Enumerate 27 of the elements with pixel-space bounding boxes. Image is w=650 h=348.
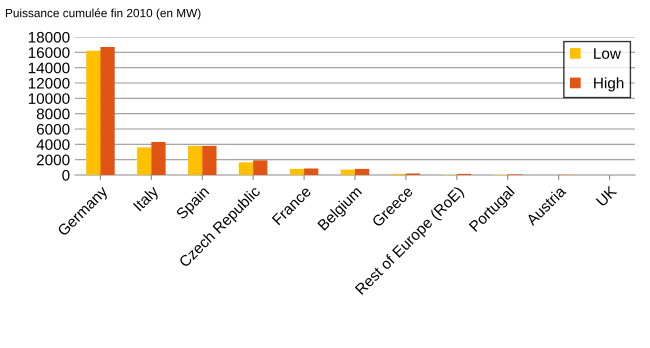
y-tick-label: 10000 [28, 93, 70, 104]
chart-title: Puissance cumulée fin 2010 (en MW) [6, 8, 200, 20]
y-tick-label: 4000 [36, 139, 70, 150]
y-tick-label: 6000 [36, 124, 70, 135]
legend-label: High [594, 77, 624, 92]
bar [100, 46, 115, 175]
legend-label: Low [594, 48, 621, 59]
bar [290, 168, 304, 175]
y-tick-label: 2000 [36, 154, 70, 166]
y-tick-label: 0 [62, 170, 70, 181]
bar [188, 146, 202, 175]
bar [304, 168, 318, 175]
y-tick-label: 18000 [28, 32, 70, 43]
y-tick-label: 8000 [36, 108, 70, 120]
bar [238, 162, 254, 175]
y-tick-label: 12000 [28, 78, 70, 89]
y-tick-label: 16000 [28, 47, 70, 58]
bar [151, 142, 166, 175]
bar [355, 168, 370, 175]
bar [86, 50, 100, 175]
y-tick-label: 14000 [28, 62, 70, 74]
bar [253, 160, 268, 175]
bar [137, 147, 152, 175]
x-tick-label: UK [596, 185, 618, 207]
bar [340, 170, 355, 175]
bar [202, 146, 217, 175]
x-tick-label: Italy [132, 184, 162, 214]
